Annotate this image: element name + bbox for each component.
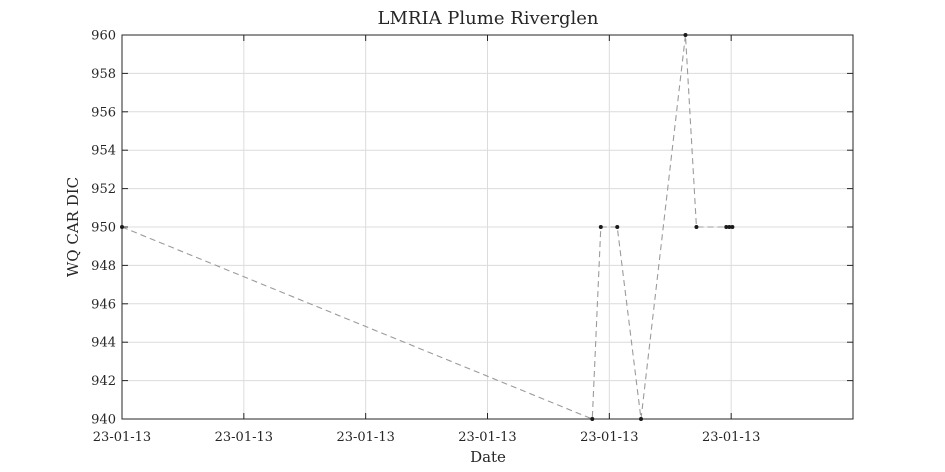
- y-tick-label: 954: [91, 144, 116, 159]
- data-point: [694, 225, 699, 229]
- grid-layer: [121, 34, 853, 420]
- data-point: [120, 225, 124, 229]
- y-tick-label: 950: [91, 221, 116, 236]
- x-tick-label: 23-01-13: [580, 430, 638, 445]
- x-axis-label: Date: [470, 448, 506, 466]
- chart-title: LMRIA Plume Riverglen: [378, 8, 599, 29]
- data-point: [598, 225, 603, 229]
- y-tick-label: 956: [91, 105, 116, 120]
- y-tick-label: 940: [91, 413, 116, 428]
- data-point: [615, 225, 620, 229]
- tick-layer: 940 942 944 946 948 950 952 954 956 958 960 23-01-1…: [91, 29, 853, 445]
- y-tick-label: 944: [91, 336, 116, 351]
- x-tick-label: 23-01-13: [702, 430, 760, 445]
- y-tick-label: 948: [91, 259, 116, 274]
- x-tick-label: 23-01-13: [336, 430, 394, 445]
- y-axis-label: WQ CAR DIC: [64, 177, 82, 277]
- x-tick-label: 23-01-13: [215, 430, 273, 445]
- data-point: [724, 225, 729, 229]
- x-tick-label: 23-01-13: [458, 430, 516, 445]
- x-tick-label: 23-01-13: [93, 430, 151, 445]
- y-tick-label: 960: [91, 29, 116, 44]
- y-tick-label: 952: [91, 182, 116, 197]
- data-point: [730, 225, 735, 229]
- data-point: [639, 417, 644, 421]
- y-tick-label: 942: [91, 374, 116, 389]
- data-point: [683, 33, 688, 37]
- data-point: [590, 417, 595, 421]
- y-tick-label: 958: [91, 67, 116, 82]
- data-point: [727, 225, 732, 229]
- series-layer: [120, 33, 735, 421]
- y-tick-label: 946: [91, 297, 116, 312]
